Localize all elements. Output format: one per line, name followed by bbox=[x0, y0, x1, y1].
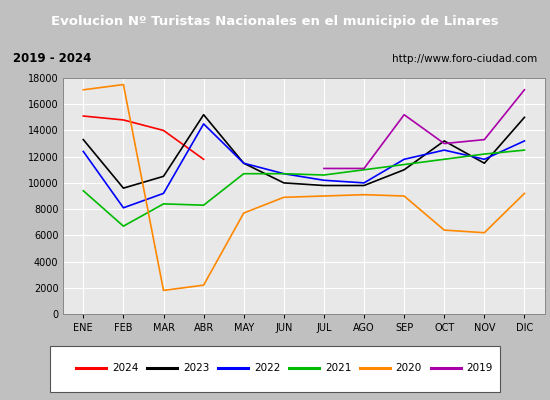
Text: 2023: 2023 bbox=[183, 363, 210, 373]
Text: 2021: 2021 bbox=[325, 363, 351, 373]
Text: 2020: 2020 bbox=[396, 363, 422, 373]
FancyBboxPatch shape bbox=[50, 346, 501, 392]
Text: 2019: 2019 bbox=[466, 363, 493, 373]
Text: 2019 - 2024: 2019 - 2024 bbox=[13, 52, 91, 66]
Text: http://www.foro-ciudad.com: http://www.foro-ciudad.com bbox=[392, 54, 537, 64]
Text: 2024: 2024 bbox=[112, 363, 139, 373]
Text: 2022: 2022 bbox=[254, 363, 280, 373]
Text: Evolucion Nº Turistas Nacionales en el municipio de Linares: Evolucion Nº Turistas Nacionales en el m… bbox=[51, 14, 499, 28]
